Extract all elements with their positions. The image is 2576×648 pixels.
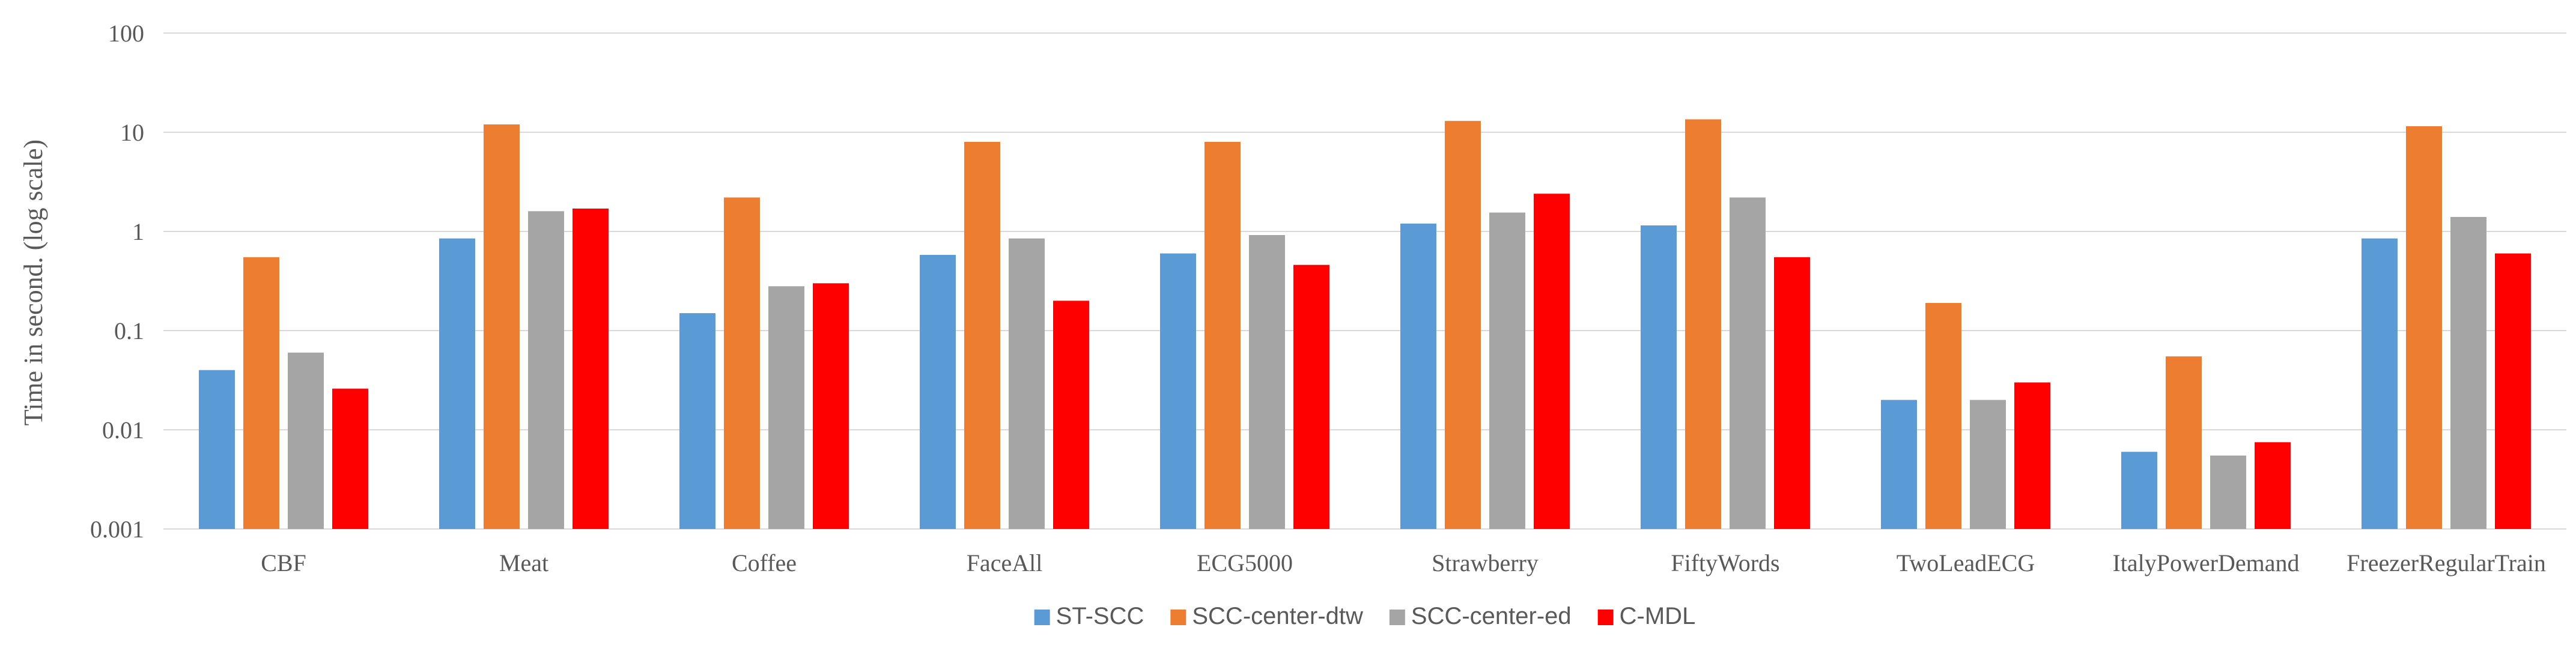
bar-scc-center-dtw-strawberry bbox=[1445, 121, 1481, 529]
y-tick-label: 0.001 bbox=[90, 516, 144, 543]
y-tick-label: 1 bbox=[132, 218, 144, 245]
x-category-label: ECG5000 bbox=[1197, 549, 1293, 576]
bar-scc-center-ed-ecg5000 bbox=[1249, 234, 1285, 529]
bar-scc-center-ed-twoleadecg bbox=[1970, 400, 2006, 529]
legend-swatch bbox=[1597, 610, 1614, 625]
bar-scc-center-ed-fiftywords bbox=[1730, 197, 1766, 529]
bar-c-mdl-coffee bbox=[813, 283, 849, 529]
x-category-label: ItalyPowerDemand bbox=[2112, 549, 2299, 576]
bar-st-scc-ecg5000 bbox=[1160, 253, 1196, 529]
legend: ST-SCC SCC-center-dtw SCC-center-ed C-MDL bbox=[1034, 603, 1696, 629]
x-category-label: CBF bbox=[261, 549, 306, 576]
bar-scc-center-ed-strawberry bbox=[1489, 212, 1525, 529]
x-category-label: FaceAll bbox=[967, 549, 1043, 576]
bar-st-scc-fiftywords bbox=[1641, 225, 1677, 529]
bar-scc-center-ed-italypowerdemand bbox=[2210, 455, 2246, 529]
bar-st-scc-strawberry bbox=[1400, 223, 1436, 529]
bar-scc-center-dtw-ecg5000 bbox=[1204, 141, 1241, 529]
bar-st-scc-meat bbox=[439, 238, 475, 529]
bar-c-mdl-faceall bbox=[1053, 301, 1089, 529]
legend-item-c-mdl: C-MDL bbox=[1597, 603, 1696, 629]
y-tick-label: 0.1 bbox=[114, 317, 144, 344]
bar-st-scc-coffee bbox=[679, 313, 715, 529]
legend-swatch bbox=[1389, 610, 1405, 625]
y-tick-label: 10 bbox=[120, 119, 144, 146]
bar-c-mdl-ecg5000 bbox=[1293, 264, 1329, 529]
legend-label: ST-SCC bbox=[1056, 603, 1144, 629]
legend-item-scc-center-ed: SCC-center-ed bbox=[1389, 603, 1572, 629]
bar-c-mdl-fiftywords bbox=[1774, 257, 1810, 529]
y-axis-ticks: 0.001 0.01 0.1 1 10 100 bbox=[90, 20, 144, 543]
bar-scc-center-dtw-faceall bbox=[964, 141, 1000, 529]
bar-st-scc-italypowerdemand bbox=[2121, 451, 2157, 529]
legend-label: SCC-center-dtw bbox=[1192, 603, 1363, 629]
bar-scc-center-ed-freezerregulartrain bbox=[2450, 216, 2486, 529]
legend-item-scc-center-dtw: SCC-center-dtw bbox=[1170, 603, 1363, 629]
bar-scc-center-ed-meat bbox=[528, 211, 564, 529]
bar-st-scc-twoleadecg bbox=[1881, 400, 1917, 529]
bar-c-mdl-twoleadecg bbox=[2014, 382, 2050, 529]
gridlines bbox=[163, 32, 2566, 530]
x-category-label: FiftyWords bbox=[1671, 549, 1779, 576]
bar-scc-center-ed-cbf bbox=[288, 352, 324, 529]
bar-c-mdl-italypowerdemand bbox=[2255, 442, 2291, 529]
bar-c-mdl-meat bbox=[573, 208, 609, 529]
bar-scc-center-dtw-twoleadecg bbox=[1925, 303, 1961, 529]
legend-swatch bbox=[1034, 610, 1050, 625]
legend-swatch bbox=[1170, 610, 1186, 625]
bar-scc-center-ed-faceall bbox=[1009, 238, 1045, 529]
bar-c-mdl-strawberry bbox=[1534, 194, 1570, 529]
x-category-label: Strawberry bbox=[1432, 549, 1539, 576]
x-axis-categories: CBF Meat Coffee FaceAll ECG5000 Strawberry Fif… bbox=[261, 549, 2546, 576]
y-tick-label: 0.01 bbox=[102, 417, 144, 444]
legend-label: C-MDL bbox=[1620, 603, 1696, 629]
bar-scc-center-dtw-meat bbox=[484, 124, 520, 530]
legend-label: SCC-center-ed bbox=[1411, 603, 1572, 629]
legend-item-st-scc: ST-SCC bbox=[1034, 603, 1144, 629]
bar-scc-center-dtw-cbf bbox=[243, 257, 279, 529]
bar-scc-center-ed-coffee bbox=[768, 286, 804, 529]
x-category-label: FreezerRegularTrain bbox=[2347, 549, 2546, 576]
bar-scc-center-dtw-fiftywords bbox=[1685, 119, 1721, 529]
bar-scc-center-dtw-freezerregulartrain bbox=[2406, 126, 2442, 529]
bar-st-scc-freezerregulartrain bbox=[2362, 238, 2398, 529]
bars bbox=[199, 119, 2531, 530]
x-category-label: Meat bbox=[499, 549, 548, 576]
x-category-label: TwoLeadECG bbox=[1897, 549, 2035, 576]
bar-c-mdl-cbf bbox=[332, 388, 368, 529]
bar-scc-center-dtw-coffee bbox=[724, 197, 760, 529]
bar-c-mdl-freezerregulartrain bbox=[2495, 253, 2531, 529]
bar-st-scc-faceall bbox=[920, 255, 956, 529]
x-category-label: Coffee bbox=[732, 549, 797, 576]
y-axis-title: Time in second. (log scale) bbox=[19, 139, 48, 426]
bar-st-scc-cbf bbox=[199, 370, 235, 529]
bar-scc-center-dtw-italypowerdemand bbox=[2166, 356, 2202, 529]
y-tick-label: 100 bbox=[108, 20, 144, 47]
